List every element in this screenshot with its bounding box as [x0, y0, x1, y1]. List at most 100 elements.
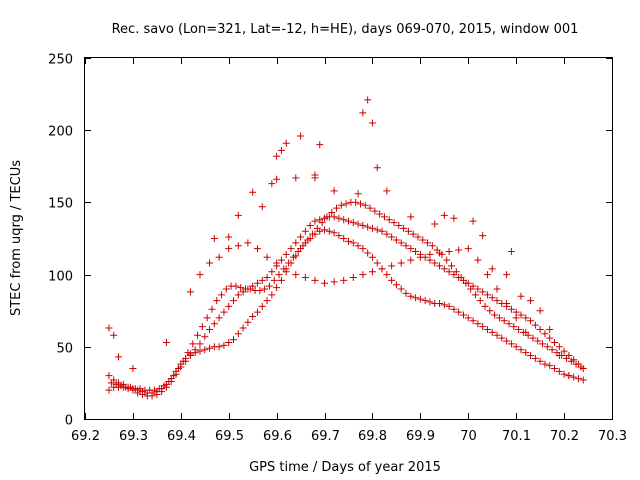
data-point	[551, 338, 559, 346]
data-point	[330, 213, 338, 221]
data-point	[153, 390, 161, 398]
data-point	[376, 210, 384, 218]
data-point	[436, 299, 444, 307]
data-point	[225, 302, 233, 310]
data-point	[292, 271, 300, 279]
data-point	[390, 219, 398, 227]
data-point	[304, 236, 312, 244]
y-tick-label: 0	[65, 414, 73, 429]
data-point	[340, 235, 348, 242]
data-point	[445, 247, 453, 255]
data-point	[273, 284, 281, 292]
data-point	[536, 325, 544, 333]
data-point	[184, 349, 192, 357]
data-point	[268, 268, 276, 276]
data-point	[222, 285, 230, 293]
data-point	[253, 245, 261, 253]
data-point	[206, 344, 214, 352]
data-point	[110, 331, 118, 339]
data-point	[407, 256, 415, 264]
data-point	[481, 302, 489, 310]
data-point	[340, 216, 348, 224]
data-point	[431, 220, 439, 228]
data-point	[220, 341, 228, 349]
data-point	[397, 259, 405, 267]
data-point	[268, 180, 276, 188]
data-point	[213, 297, 221, 305]
data-point	[488, 265, 496, 273]
data-point	[366, 204, 374, 212]
data-point	[155, 385, 163, 393]
data-point	[507, 340, 515, 348]
data-point	[443, 256, 451, 264]
chart-title: Rec. savo (Lon=321, Lat=-12, h=HE), days…	[112, 22, 579, 37]
data-point	[479, 323, 487, 331]
data-point	[555, 351, 563, 359]
data-point	[263, 273, 271, 281]
data-point	[464, 245, 472, 253]
data-point	[445, 302, 453, 310]
data-point	[546, 325, 554, 333]
data-point	[330, 187, 338, 195]
data-point	[311, 174, 319, 182]
data-point	[277, 256, 285, 264]
data-point	[412, 294, 420, 302]
data-point	[560, 347, 568, 355]
data-point	[488, 328, 496, 336]
x-tick-label: 70	[460, 429, 477, 444]
data-point	[546, 362, 554, 370]
data-point	[220, 308, 228, 316]
data-point	[445, 268, 453, 276]
data-point	[529, 334, 537, 342]
data-point	[234, 242, 242, 250]
data-point	[208, 305, 216, 313]
data-point	[225, 233, 233, 241]
data-point	[402, 242, 410, 250]
data-point	[541, 330, 549, 338]
data-point	[462, 279, 470, 287]
data-point	[112, 380, 120, 388]
x-tick-label: 69.5	[215, 429, 244, 444]
data-point	[134, 389, 142, 397]
data-point	[325, 227, 333, 235]
data-point	[543, 343, 551, 351]
data-point	[531, 354, 539, 362]
data-point	[253, 279, 261, 287]
data-point	[256, 286, 264, 294]
x-tick-label: 70.3	[598, 429, 627, 444]
data-point	[402, 289, 410, 297]
data-point	[421, 297, 429, 305]
data-point	[277, 276, 285, 284]
data-point	[150, 386, 158, 394]
data-point	[249, 188, 257, 196]
data-point	[479, 232, 487, 240]
data-point	[316, 141, 324, 149]
y-axis-ticks: 0 50 100 150 200 250	[48, 53, 612, 429]
data-point	[424, 239, 432, 247]
data-point	[275, 271, 283, 279]
data-point	[285, 259, 293, 267]
data-point	[503, 271, 511, 279]
x-tick-label: 69.3	[119, 429, 148, 444]
x-axis-label: GPS time / Days of year 2015	[249, 460, 441, 475]
data-point	[294, 247, 302, 255]
data-point	[505, 320, 513, 328]
data-point	[297, 233, 305, 241]
data-point	[335, 214, 343, 222]
data-point	[373, 226, 381, 234]
data-point	[234, 291, 242, 299]
data-point	[426, 250, 434, 258]
data-point	[354, 220, 362, 228]
data-point	[527, 297, 535, 305]
data-point	[117, 382, 125, 390]
data-point	[292, 174, 300, 182]
data-point	[273, 175, 281, 183]
data-point	[234, 211, 242, 219]
data-point	[459, 311, 467, 319]
data-point	[409, 230, 417, 238]
data-point	[273, 152, 281, 160]
data-point	[321, 279, 329, 287]
data-point	[412, 247, 420, 255]
data-point	[495, 314, 503, 322]
